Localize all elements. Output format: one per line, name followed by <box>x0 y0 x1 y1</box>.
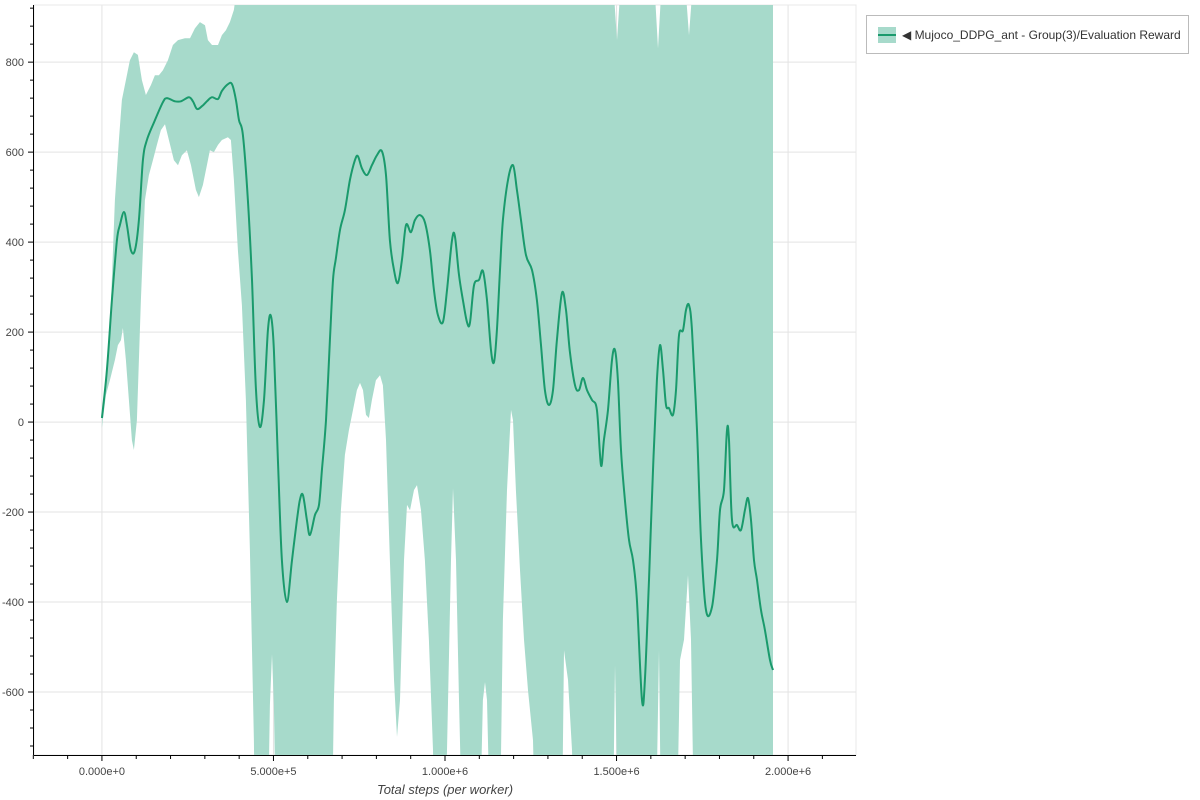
y-tick-label: 0 <box>18 417 24 429</box>
x-tick-label: 5.000e+5 <box>250 766 296 778</box>
x-tick-label: 1.000e+6 <box>422 766 468 778</box>
y-tick-label: 800 <box>6 57 24 69</box>
legend[interactable]: ◀ Mujoco_DDPG_ant - Group(3)/Evaluation … <box>866 15 1189 54</box>
y-tick-label: -600 <box>2 687 24 699</box>
axes: -600 -400 -200 0 200 400 600 800 0.000e+0 5.000e+… <box>2 5 856 778</box>
x-tick-label: 0.000e+0 <box>79 766 125 778</box>
y-tick-label: 400 <box>6 237 24 249</box>
y-tick-label: -200 <box>2 507 24 519</box>
mean-reward-line <box>100 81 774 707</box>
y-tick-label: 600 <box>6 147 24 159</box>
x-tick-label: 1.500e+6 <box>593 766 639 778</box>
y-tick-label: 200 <box>6 327 24 339</box>
y-tick-label: -400 <box>2 597 24 609</box>
legend-swatch <box>878 26 896 43</box>
confidence-band <box>101 5 773 755</box>
legend-label[interactable]: ◀ Mujoco_DDPG_ant - Group(3)/Evaluation … <box>902 27 1181 42</box>
x-tick-label: 2.000e+6 <box>765 766 811 778</box>
x-axis-label: Total steps (per worker) <box>377 782 513 797</box>
